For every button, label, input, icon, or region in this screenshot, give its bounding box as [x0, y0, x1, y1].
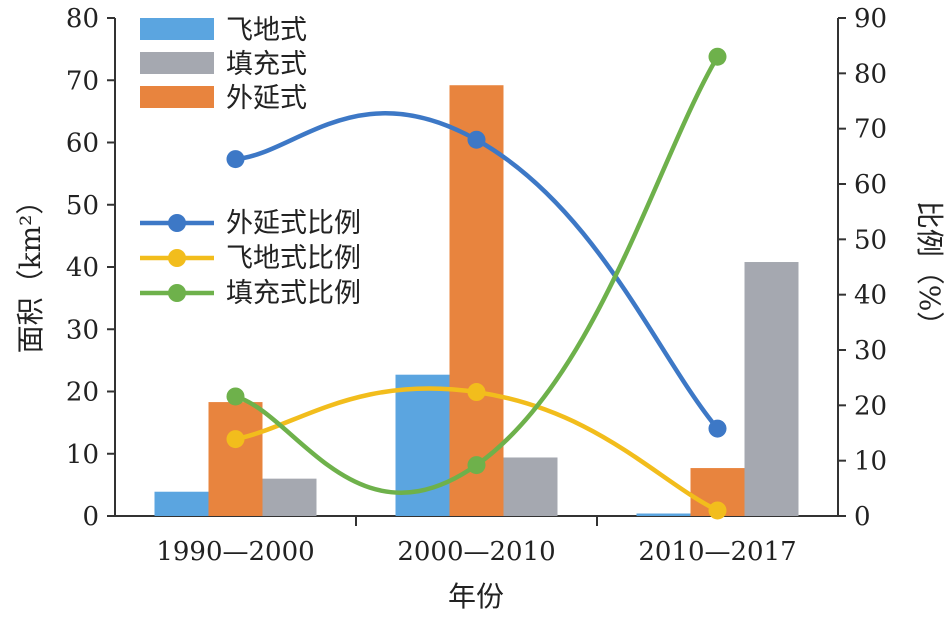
- legend-label: 外延式比例: [226, 208, 361, 239]
- y-tick-label: 40: [66, 253, 99, 283]
- y-axis-title: 面积（km²）: [14, 187, 47, 354]
- legend-swatch: [140, 52, 214, 74]
- series-point: [226, 387, 245, 406]
- y2-axis-title: 比例（%）: [913, 201, 946, 340]
- y2-tick-label: 50: [854, 225, 887, 255]
- y2-tick-label: 20: [854, 391, 887, 421]
- legend-marker: [168, 214, 186, 232]
- y-tick-label: 20: [66, 378, 99, 408]
- series-line: [234, 55, 720, 495]
- bar: [503, 457, 558, 516]
- legend-swatch: [140, 18, 214, 40]
- y2-tick-label: 30: [854, 336, 887, 366]
- series-point: [226, 150, 245, 169]
- y-tick-label: 30: [66, 315, 99, 345]
- legend-label: 外延式: [226, 83, 307, 114]
- series-point: [226, 430, 245, 449]
- series-point: [708, 501, 727, 520]
- legend-label: 飞地式比例: [226, 243, 361, 274]
- x-tick-label: 2000—2010: [397, 537, 555, 567]
- y-tick-label: 0: [82, 502, 99, 532]
- series-point: [708, 47, 727, 66]
- bar: [449, 85, 504, 516]
- bar: [154, 491, 209, 516]
- legend-label: 飞地式: [226, 15, 307, 46]
- plot-area: 0 10 20 30 40 50 60 70 80 0 10 20 30 40 50 60 70 80 90 1990…: [66, 4, 887, 567]
- x-axis-title: 年份: [448, 580, 504, 613]
- legend-marker: [168, 249, 186, 267]
- y-tick-label: 50: [66, 191, 99, 221]
- bar: [636, 513, 691, 516]
- y-tick-label: 10: [66, 440, 99, 470]
- y-tick-label: 60: [66, 129, 99, 159]
- bar: [208, 402, 263, 516]
- y2-tick-label: 0: [854, 502, 871, 532]
- legend-swatch: [140, 86, 214, 108]
- x-tick-label: 1990—2000: [156, 537, 314, 567]
- y2-tick-label: 80: [854, 59, 887, 89]
- y2-tick-label: 90: [854, 4, 887, 34]
- series-point: [467, 130, 486, 149]
- y2-tick-label: 40: [854, 281, 887, 311]
- legend-label: 填充式比例: [226, 278, 361, 309]
- legend-marker: [168, 284, 186, 302]
- series-point: [467, 456, 486, 475]
- legend-label: 填充式: [226, 49, 307, 80]
- series-point: [467, 383, 486, 402]
- y2-tick-label: 10: [854, 447, 887, 477]
- y2-tick-label: 70: [854, 115, 887, 145]
- y-tick-label: 80: [66, 4, 99, 34]
- bar: [744, 262, 799, 516]
- series-point: [708, 419, 727, 438]
- y2-tick-label: 60: [854, 170, 887, 200]
- x-tick-label: 2010—2017: [638, 537, 796, 567]
- y-tick-label: 70: [66, 66, 99, 96]
- bar: [262, 478, 317, 516]
